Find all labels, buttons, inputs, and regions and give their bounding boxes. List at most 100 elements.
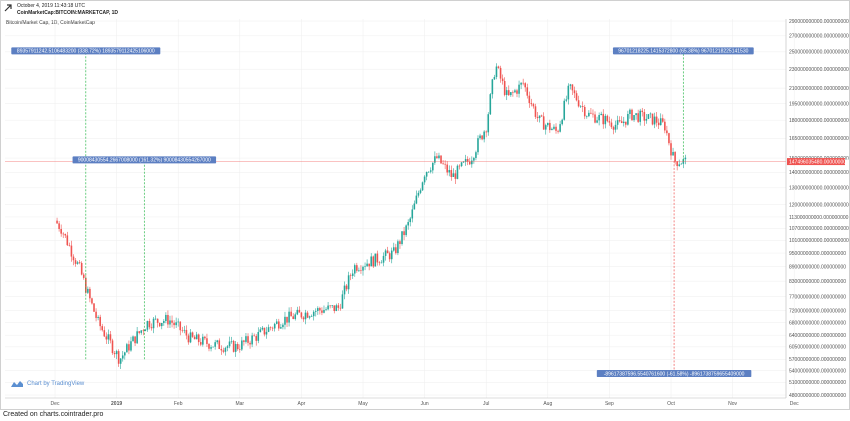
candle-body — [165, 314, 167, 322]
y-tick-label: 180000000000.000000000 — [789, 118, 849, 124]
candle-body — [407, 222, 409, 226]
candle-body — [267, 327, 270, 332]
candle-body — [179, 321, 182, 331]
y-tick-label: 290000000000.000000000 — [789, 19, 849, 25]
candle-body — [144, 329, 147, 332]
candle-body — [559, 124, 561, 132]
y-tick-label: 64000000000.000000000 — [789, 333, 846, 339]
candle-body — [388, 253, 391, 260]
candle-body — [483, 131, 485, 140]
candle-body — [103, 330, 106, 337]
candle-body — [193, 336, 196, 340]
candle-body — [382, 255, 385, 263]
candle-body — [503, 81, 506, 95]
candle-body — [448, 170, 451, 173]
y-tick-label: 95000000000.000000000 — [789, 251, 846, 257]
candle-body — [460, 162, 463, 167]
measure-label: -89617387596.5540761600 (-61.58%) -89617… — [604, 371, 745, 377]
candle-body — [571, 84, 574, 91]
candle-body — [169, 320, 171, 325]
candle-body — [275, 321, 278, 324]
candle-body — [62, 233, 65, 235]
candle-body — [306, 312, 309, 318]
candle-body — [668, 133, 670, 144]
x-tick-label: Dec — [790, 401, 799, 407]
candle-body — [664, 121, 666, 131]
candle-body — [670, 143, 672, 156]
candle-body — [532, 104, 535, 107]
candle-body — [577, 100, 580, 107]
candle-body — [269, 327, 272, 328]
y-tick-label: 101000000000.000000000 — [789, 238, 849, 244]
candle-body — [612, 127, 615, 130]
candle-body — [60, 228, 62, 234]
candle-body — [629, 109, 631, 115]
candle-body — [202, 336, 204, 345]
y-tick-label: 165000000000.000000000 — [789, 136, 849, 142]
candle-body — [567, 85, 570, 100]
candle-body — [224, 347, 227, 352]
candle-body — [351, 273, 354, 276]
candle-body — [230, 340, 233, 342]
candle-body — [341, 294, 344, 309]
y-tick-label: 107000000000.000000000 — [789, 226, 849, 232]
candle-body — [657, 122, 660, 126]
candle-body — [74, 260, 77, 264]
candle-body — [415, 195, 418, 204]
candle-body — [538, 115, 541, 119]
candle-body — [335, 305, 338, 312]
candle-body — [596, 120, 598, 123]
candle-body — [218, 340, 221, 349]
candle-body — [91, 298, 93, 304]
candle-body — [491, 79, 494, 95]
candle-body — [132, 336, 134, 342]
candle-body — [134, 336, 136, 344]
chart-date: October 4, 2019 11:43:18 UTC — [17, 3, 86, 9]
candle-body — [423, 176, 426, 183]
candle-body — [413, 203, 416, 210]
candle-body — [68, 245, 71, 246]
candle-body — [333, 305, 336, 312]
candle-body — [236, 344, 239, 350]
tradingview-logo-icon — [11, 381, 23, 387]
candle-body — [251, 335, 253, 345]
candle-body — [76, 262, 79, 264]
candle-body — [323, 309, 325, 313]
candle-body — [473, 157, 475, 161]
candle-body — [579, 106, 582, 107]
candle-body — [468, 161, 471, 165]
x-tick-label: Nov — [728, 401, 737, 407]
candle-body — [440, 155, 442, 164]
candle-body — [95, 311, 97, 318]
candle-body — [522, 82, 524, 84]
candlestick-chart[interactable]: 89357911242.5106483200 (338.72%) 1893579… — [1, 1, 850, 411]
y-tick-label: 48000000000.000000000 — [789, 393, 846, 399]
candle-body — [257, 332, 260, 341]
x-tick-label: Mar — [235, 401, 244, 407]
candle-body — [518, 84, 520, 94]
candle-body — [308, 316, 311, 318]
candle-body — [505, 90, 508, 95]
candle-body — [66, 235, 69, 246]
candle-body — [524, 83, 527, 88]
candle-body — [643, 112, 646, 121]
candle-body — [421, 182, 424, 191]
candle-body — [438, 155, 440, 159]
candle-body — [464, 159, 467, 162]
tradingview-badge[interactable]: Chart by TradingView — [11, 381, 84, 387]
candle-body — [536, 116, 539, 119]
candle-body — [547, 122, 549, 126]
x-tick-label: Feb — [174, 401, 183, 407]
x-tick-label: Jul — [483, 401, 489, 407]
candle-body — [583, 106, 586, 117]
candle-body — [349, 275, 352, 276]
measure-label-box — [596, 370, 752, 378]
candle-body — [329, 305, 331, 307]
candle-body — [466, 159, 469, 162]
candle-body — [130, 341, 132, 351]
candle-body — [126, 344, 128, 353]
candle-body — [610, 122, 613, 128]
candle-body — [124, 352, 126, 356]
candle-body — [602, 113, 605, 125]
candle-body — [107, 334, 110, 340]
